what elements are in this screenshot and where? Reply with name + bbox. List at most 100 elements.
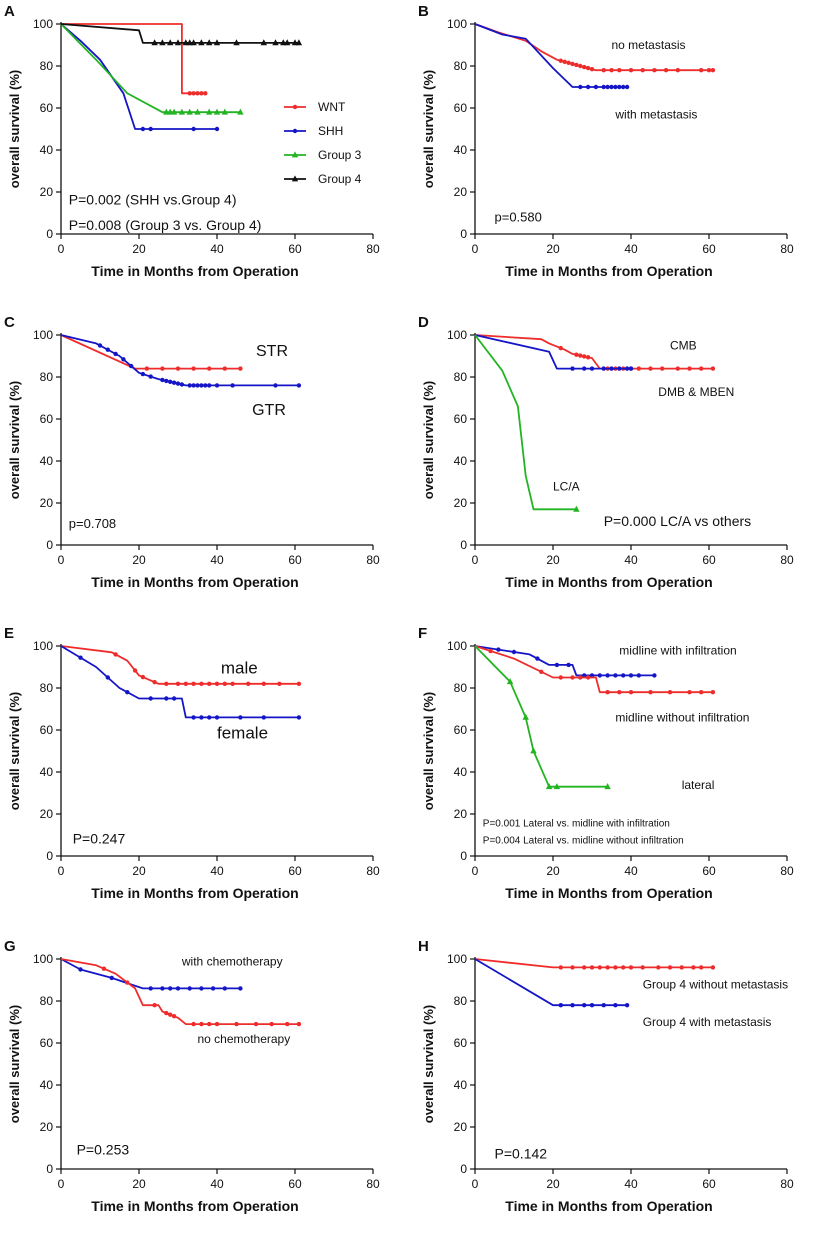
x-tick-label: 60 [288,242,302,256]
x-tick-label: 60 [702,1177,716,1191]
annotation: LC/A [553,479,580,493]
y-tick-label: 80 [40,994,54,1008]
x-axis-label: Time in Months from Operation [505,1198,712,1214]
censor-mark [191,681,196,686]
x-tick-label: 60 [288,553,302,567]
chart-panel-D: D 0 20 40 60 80 100 0 20 40 60 80 Time in Months fro… [418,314,794,590]
chart-panel-A: A 0 20 40 60 80 100 0 20 40 60 80 Time in Months fro… [4,3,380,279]
x-tick-label: 60 [702,553,716,567]
y-tick-label: 80 [454,994,468,1008]
censor-mark [140,674,146,680]
censor-mark [687,366,692,371]
series-lateral [474,645,611,790]
censor-mark [214,383,220,388]
censor-mark [617,84,622,90]
censor-mark [199,1021,204,1027]
censor-mark [570,1003,575,1008]
censor-mark [214,715,220,720]
annotation: female [217,723,268,742]
y-tick-label: 60 [40,412,54,426]
panel-label: D [418,314,429,331]
censor-mark [566,60,571,66]
censor-mark [663,68,669,73]
censor-mark [640,68,645,73]
y-tick-label: 0 [460,1162,467,1176]
y-tick-label: 80 [40,681,54,695]
censor-mark [269,1021,274,1027]
y-tick-label: 60 [454,101,468,115]
censor-mark [199,383,204,388]
x-tick-label: 80 [780,1177,794,1191]
censor-mark [164,696,169,701]
censor-mark [511,649,517,655]
censor-mark [190,39,197,46]
censor-mark [675,68,680,73]
y-tick-label: 20 [40,496,54,510]
x-tick-label: 80 [366,864,380,878]
line-group-4-with-metastasis [474,958,628,1007]
x-tick-label: 20 [132,553,146,567]
series-group-4-without-metastasis [474,958,716,970]
censor-mark [601,68,606,73]
censor-mark [675,366,680,371]
y-axis-label: overall survival (%) [421,381,436,500]
y-tick-label: 40 [40,143,54,157]
censor-mark [617,68,622,73]
series-group-3 [60,23,244,115]
censor-mark [175,381,181,386]
censor-mark [553,783,561,790]
x-tick-label: 0 [58,553,65,567]
censor-mark [198,39,205,46]
legend-marker [292,128,298,134]
panel-label: C [4,314,15,331]
censor-mark [144,366,149,371]
censor-mark [164,681,169,686]
censor-mark [589,673,595,678]
y-tick-label: 0 [460,849,467,863]
censor-mark [237,108,244,115]
series-with-metastasis [474,23,630,90]
series-midline-with-infiltration [474,645,657,678]
series-gtr [60,334,302,388]
x-tick-label: 80 [780,864,794,878]
censor-mark [152,679,157,685]
y-tick-label: 60 [40,101,54,115]
censor-mark [621,673,626,678]
censor-mark [691,965,696,970]
censor-mark [175,366,181,371]
censor-mark [699,366,704,371]
censor-mark [628,673,634,678]
censor-mark [558,1003,563,1008]
y-tick-label: 100 [447,952,467,966]
y-tick-label: 0 [46,1162,53,1176]
censor-mark [199,986,204,991]
censor-mark [710,965,716,970]
line-no-chemotherapy [60,958,299,1025]
censor-mark [191,91,196,96]
censor-mark [589,366,595,371]
y-tick-label: 100 [33,639,53,653]
censor-mark [652,673,657,678]
censor-mark [168,986,173,991]
censor-mark [570,61,575,67]
line-female [60,645,299,719]
censor-mark [699,68,704,73]
y-tick-label: 0 [46,227,53,241]
censor-mark [621,84,626,90]
x-tick-label: 80 [366,242,380,256]
censor-mark [710,366,716,371]
series-group-4-with-metastasis [474,958,630,1008]
censor-mark [152,1003,157,1008]
censor-mark [78,655,83,660]
y-tick-label: 60 [454,723,468,737]
x-tick-label: 60 [288,1177,302,1191]
annotation: lateral [682,778,715,792]
censor-mark [558,345,563,351]
chart-panel-B: B 0 20 40 60 80 100 0 20 40 60 80 Time in Months fro… [418,3,794,279]
censor-mark [574,62,579,68]
censor-mark [295,39,303,46]
series-cmb [474,334,716,371]
censor-mark [589,1003,595,1008]
y-tick-label: 40 [454,454,468,468]
censor-mark [238,366,243,371]
